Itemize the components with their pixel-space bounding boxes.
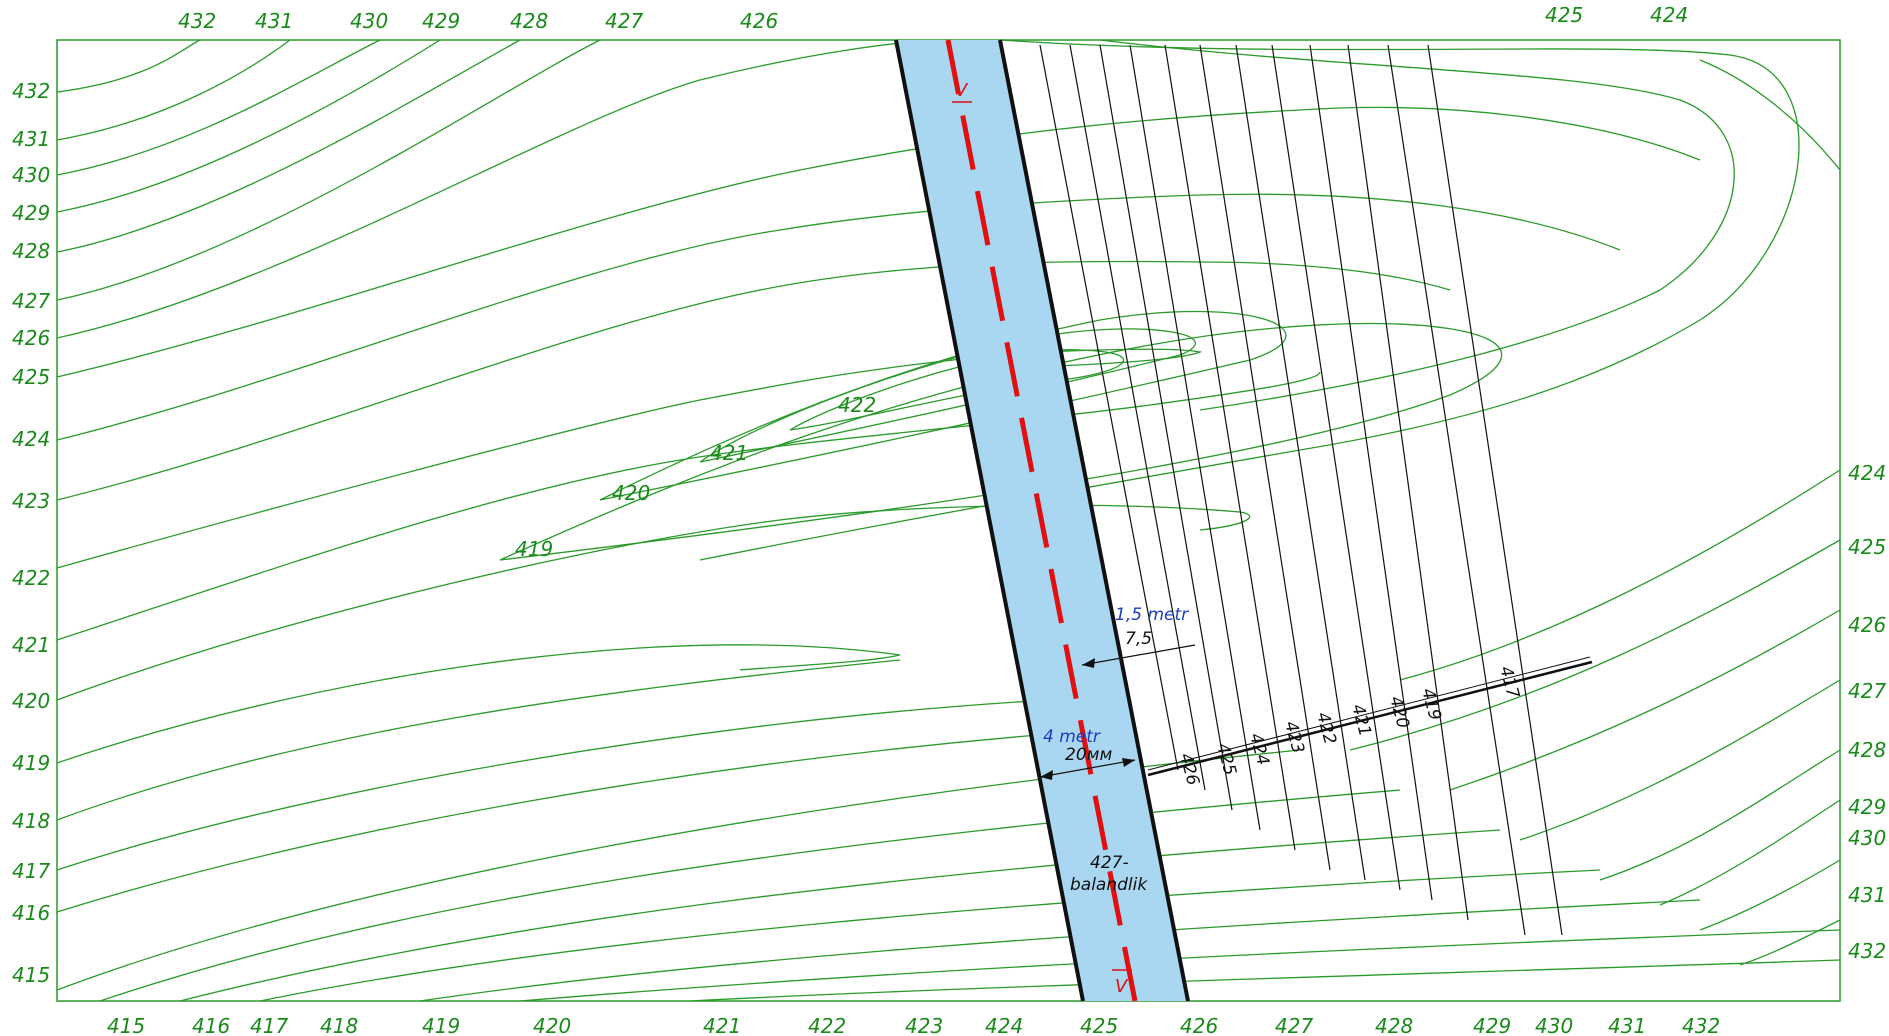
top-label-7: 425 — [1545, 3, 1583, 27]
bottom-label-1: 416 — [192, 1014, 230, 1036]
bottom-label-8: 423 — [905, 1014, 943, 1036]
bottom-label-7: 422 — [808, 1014, 846, 1036]
top-label-2: 430 — [350, 9, 388, 33]
bottom-label-14: 429 — [1473, 1014, 1511, 1036]
left-label-1: 431 — [12, 127, 50, 151]
bottom-label-4: 419 — [422, 1014, 460, 1036]
valley-label-3: 419 — [515, 537, 553, 561]
left-label-12: 420 — [12, 689, 50, 713]
channel-width-main-value: 20мм — [1065, 745, 1112, 765]
left-label-13: 419 — [12, 751, 50, 775]
bottom-label-17: 432 — [1682, 1014, 1720, 1036]
bottom-label-5: 420 — [533, 1014, 571, 1036]
bottom-label-3: 418 — [320, 1014, 358, 1036]
channel-width-main-metric: 4 metr — [1043, 727, 1101, 747]
bottom-label-15: 430 — [1535, 1014, 1573, 1036]
right-label-3: 427 — [1848, 679, 1886, 703]
left-label-0: 432 — [12, 79, 50, 103]
left-label-6: 426 — [12, 326, 50, 350]
right-label-8: 432 — [1848, 939, 1886, 963]
channel-elevation-word: balandlik — [1070, 875, 1148, 895]
top-label-8: 424 — [1650, 3, 1688, 27]
bottom-label-2: 417 — [250, 1014, 288, 1036]
left-label-10: 422 — [12, 566, 50, 590]
bottom-label-10: 425 — [1080, 1014, 1118, 1036]
bottom-label-9: 424 — [985, 1014, 1023, 1036]
top-label-6: 426 — [740, 9, 778, 33]
left-label-5: 427 — [12, 289, 50, 313]
left-label-8: 424 — [12, 427, 50, 451]
top-label-5: 427 — [605, 9, 643, 33]
right-elevation-labels: 424 425 426 427 428 429 430 431 432 — [1848, 461, 1886, 963]
channel-width-top-value: 7,5 — [1125, 629, 1152, 649]
top-elevation-labels: 432 431 430 429 428 427 426 425 424 — [178, 3, 1688, 33]
left-label-17: 415 — [12, 963, 50, 987]
bottom-label-11: 426 — [1180, 1014, 1218, 1036]
left-label-16: 416 — [12, 901, 50, 925]
bottom-label-6: 421 — [703, 1014, 741, 1036]
top-label-1: 431 — [255, 9, 293, 33]
right-label-7: 431 — [1848, 883, 1886, 907]
bottom-label-16: 431 — [1608, 1014, 1646, 1036]
left-label-2: 430 — [12, 163, 50, 187]
bottom-label-0: 415 — [107, 1014, 145, 1036]
valley-label-1: 421 — [710, 441, 748, 465]
top-label-3: 429 — [422, 9, 460, 33]
channel-elevation-value: 427- — [1090, 853, 1129, 873]
left-label-7: 425 — [12, 365, 50, 389]
bottom-label-13: 428 — [1375, 1014, 1413, 1036]
top-label-0: 432 — [178, 9, 216, 33]
bottom-label-12: 427 — [1275, 1014, 1313, 1036]
right-label-0: 424 — [1848, 461, 1886, 485]
bottom-elevation-labels: 415 416 417 418 419 420 421 422 423 424 425 426 427 4… — [107, 1014, 1720, 1036]
left-label-15: 417 — [12, 859, 50, 883]
section-marker-bottom: V — [1115, 976, 1129, 997]
left-label-11: 421 — [12, 633, 50, 657]
right-label-1: 425 — [1848, 535, 1886, 559]
right-label-6: 430 — [1848, 826, 1886, 850]
right-label-4: 428 — [1848, 738, 1886, 762]
left-label-3: 429 — [12, 201, 50, 225]
section-marker-top: V — [955, 80, 969, 101]
top-label-4: 428 — [510, 9, 548, 33]
left-label-14: 418 — [12, 809, 50, 833]
left-label-9: 423 — [12, 489, 50, 513]
left-elevation-labels: 432 431 430 429 428 427 426 425 424 423 422 421 420 4… — [12, 79, 50, 987]
channel-width-top-metric: 1,5 metr — [1115, 605, 1189, 625]
right-label-5: 429 — [1848, 795, 1886, 819]
valley-label-2: 420 — [612, 481, 650, 505]
valley-label-0: 422 — [838, 393, 876, 417]
left-label-4: 428 — [12, 239, 50, 263]
right-label-2: 426 — [1848, 613, 1886, 637]
